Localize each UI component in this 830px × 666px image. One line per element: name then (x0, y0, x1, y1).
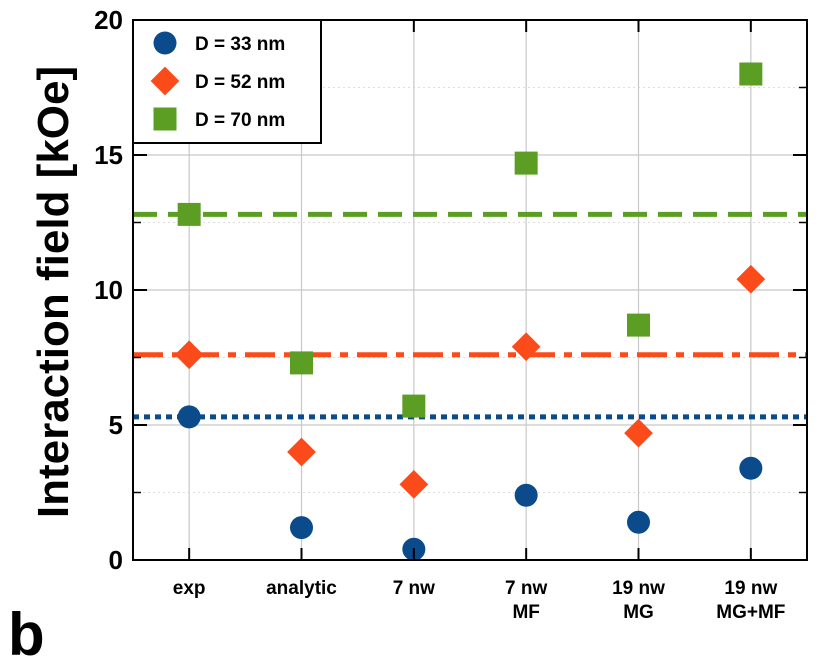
y-tick-label: 15 (94, 140, 123, 170)
x-tick-label-line: MF (512, 602, 539, 623)
legend-label: D = 52 nm (195, 72, 285, 93)
legend-marker-diamond (150, 66, 180, 96)
data-point-diamond (287, 437, 316, 467)
data-point-square (402, 394, 426, 418)
legend-label: D = 70 nm (195, 110, 285, 131)
data-point-square (739, 62, 763, 86)
data-point-circle (290, 516, 313, 540)
data-point-circle (739, 456, 763, 480)
data-point-square (290, 351, 313, 375)
series-square (177, 62, 763, 418)
legend-label: D = 33 nm (195, 34, 285, 55)
legend-marker-circle (153, 31, 177, 55)
x-tick-label-line: 19 nw (612, 578, 665, 599)
y-tick-label: 0 (109, 545, 123, 575)
y-tick-label: 5 (109, 410, 123, 440)
x-tick-label: analytic (266, 578, 337, 599)
x-tick-label: 19 nw MG+MF (716, 578, 785, 623)
x-tick-label: 19 nw MG (612, 578, 665, 623)
x-tick-label-line: 7 nw (393, 578, 435, 599)
data-point-diamond (174, 340, 204, 370)
data-point-square (177, 202, 201, 226)
data-point-square (627, 313, 650, 337)
x-tick-label: 7 nw (393, 578, 435, 599)
data-point-circle (514, 483, 538, 507)
data-point-diamond (624, 418, 653, 448)
series-circle (177, 405, 763, 561)
data-marks (174, 62, 766, 561)
x-tick-label-line: MG+MF (716, 602, 785, 623)
legend-marker-square (153, 107, 177, 131)
data-point-diamond (399, 470, 429, 499)
data-point-diamond (511, 332, 541, 362)
x-tick-label: 7 nw MF (505, 578, 547, 623)
panel-label: b (8, 601, 45, 666)
data-point-square (514, 151, 538, 175)
reference-lines (133, 211, 807, 420)
x-tick-label-line: analytic (266, 578, 337, 599)
data-point-circle (627, 510, 650, 534)
x-tick-label-line: 19 nw (724, 578, 777, 599)
data-point-diamond (736, 264, 766, 294)
legend: D = 33 nm D = 52 nm D = 70 nm (132, 19, 322, 144)
y-tick-label: 20 (94, 5, 123, 35)
axis-ticks (133, 19, 807, 561)
x-tick-label-line: exp (173, 578, 206, 599)
y-axis-title: Interaction field [kOe] (29, 66, 78, 518)
series-diamond (174, 264, 766, 499)
data-point-circle (177, 405, 201, 429)
x-tick-label-line: MG (623, 602, 654, 623)
y-tick-label: 10 (94, 275, 123, 305)
x-tick-label-line: 7 nw (505, 578, 547, 599)
x-tick-label: exp (173, 578, 206, 599)
